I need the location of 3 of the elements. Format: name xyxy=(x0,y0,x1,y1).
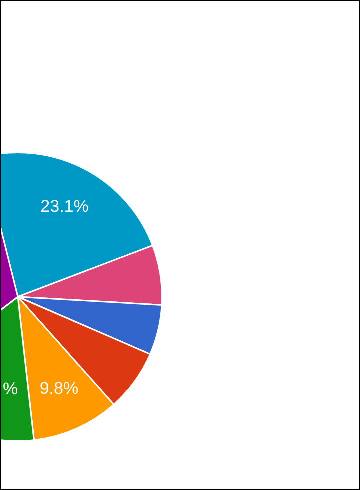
data-label: % xyxy=(2,380,18,399)
data-label: 23.1% xyxy=(40,197,89,216)
data-label: 9.8% xyxy=(40,378,79,398)
